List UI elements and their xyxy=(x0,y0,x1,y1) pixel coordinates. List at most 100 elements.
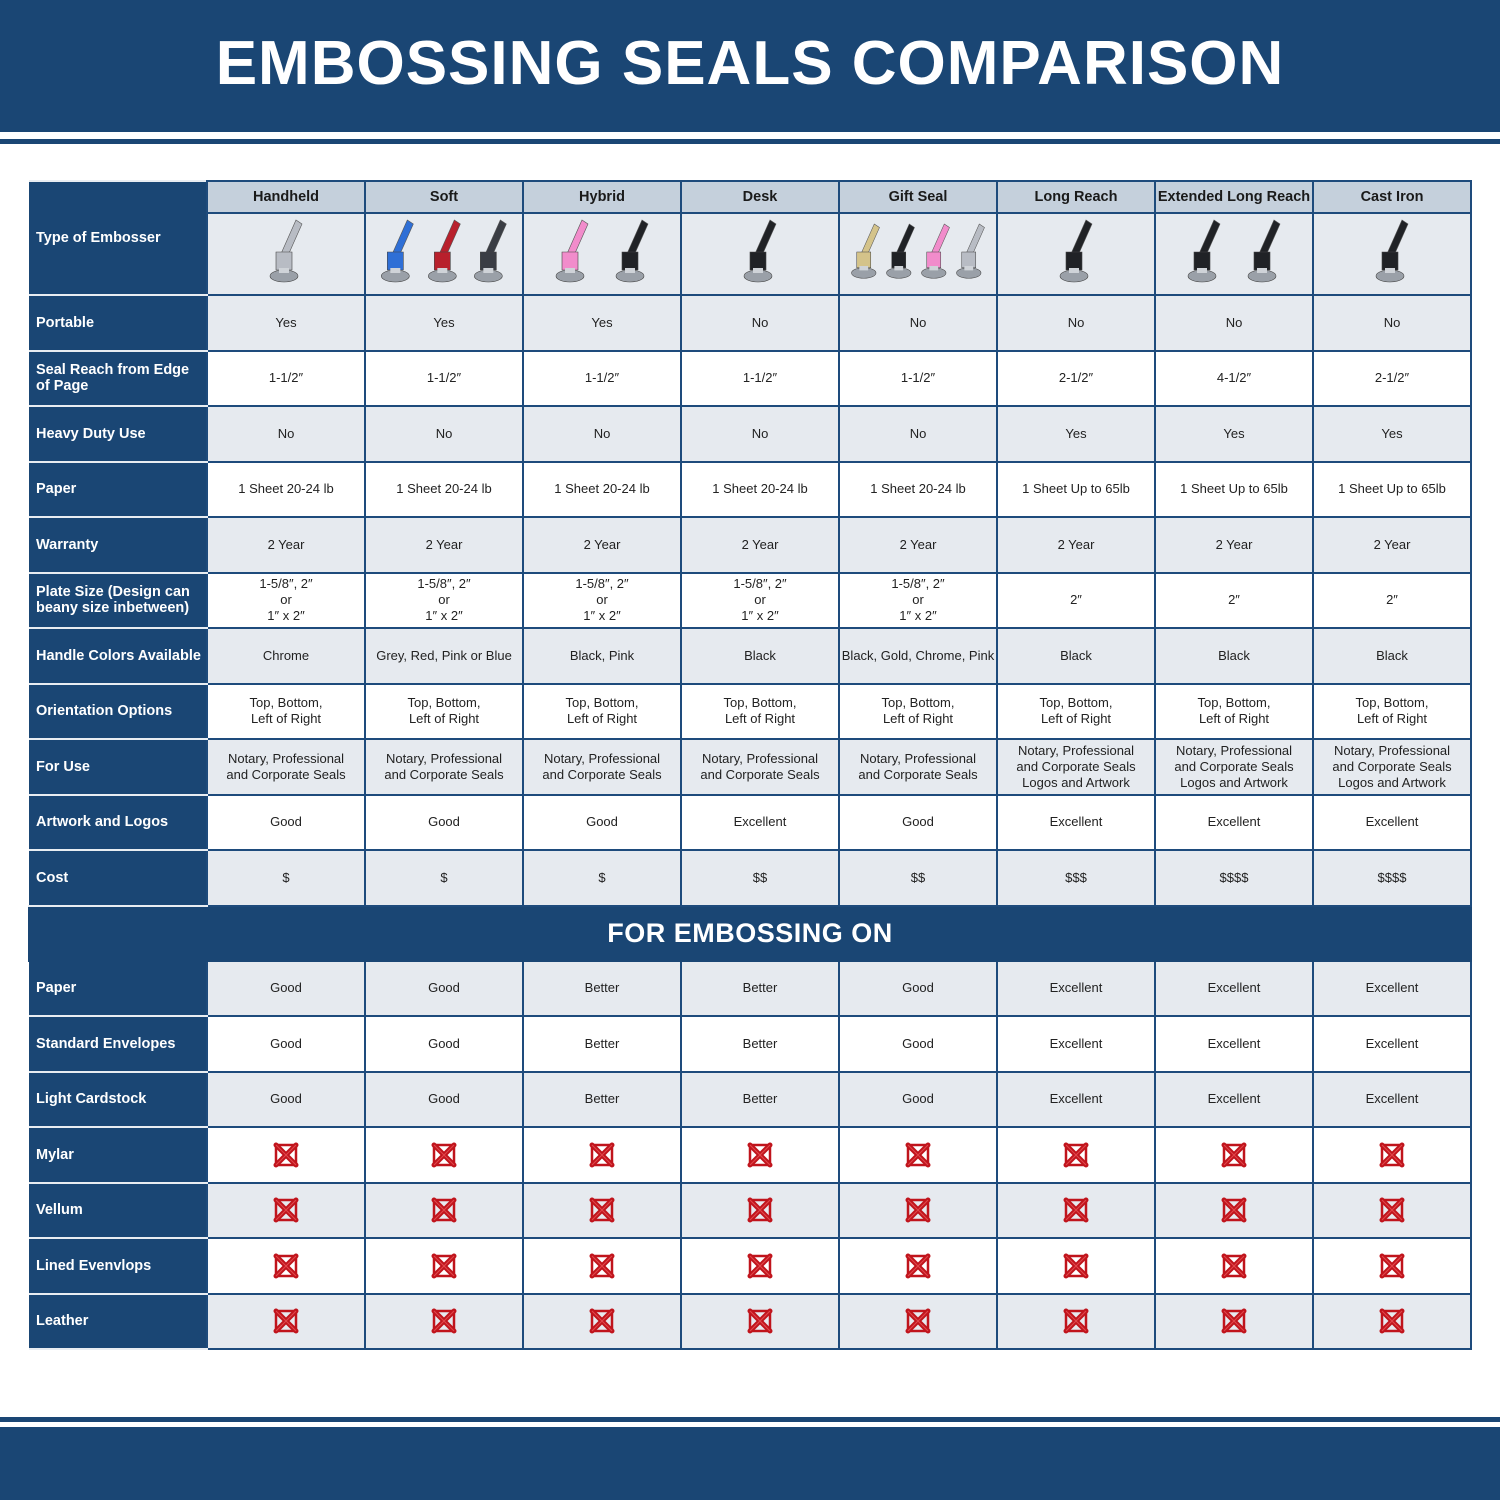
table-cell: Notary, Professional and Corporate Seals xyxy=(206,738,366,796)
table-cell: Excellent xyxy=(1154,1070,1314,1128)
table-cell: Good xyxy=(838,793,998,851)
table-row: Light Cardstock Good Good Better Better Good E… xyxy=(29,1070,1472,1128)
table-row: Orientation Options Top, Bottom, Left of R… xyxy=(29,682,1472,740)
table-cell: Excellent xyxy=(680,793,840,851)
table-cell: Yes xyxy=(522,294,682,352)
table-cell: No xyxy=(838,294,998,352)
row-label: Warranty xyxy=(29,516,208,574)
table-cell: Notary, Professional and Corporate Seals L… xyxy=(996,738,1156,796)
row-label: Light Cardstock xyxy=(29,1070,208,1128)
table-cell: 2 Year xyxy=(838,516,998,574)
table-cell: No xyxy=(1312,294,1472,352)
table-cell: $$$ xyxy=(996,849,1156,907)
product-image xyxy=(522,212,682,296)
table-cell xyxy=(996,1126,1156,1184)
table-row: Artwork and Logos Good Good Good Excellent Go… xyxy=(29,793,1472,851)
table-cell: Notary, Professional and Corporate Seals L… xyxy=(1154,738,1314,796)
table-cell: Notary, Professional and Corporate Seals xyxy=(838,738,998,796)
x-mark-icon xyxy=(1379,1308,1405,1334)
x-mark-icon xyxy=(905,1197,931,1223)
embosser-icon xyxy=(381,219,414,283)
table-cell: Grey, Red, Pink or Blue xyxy=(364,627,524,685)
table-cell xyxy=(1312,1181,1472,1239)
row-label: Plate Size (Design can beany size inbetw… xyxy=(29,571,208,629)
row-label: Mylar xyxy=(29,1126,208,1184)
table-cell: Top, Bottom, Left of Right xyxy=(680,682,840,740)
table-cell: $$ xyxy=(680,849,840,907)
x-mark-icon xyxy=(1221,1253,1247,1279)
table-cell: Excellent xyxy=(1312,1070,1472,1128)
table-cell: Yes xyxy=(996,405,1156,463)
x-mark-icon xyxy=(1063,1142,1089,1168)
x-mark-icon xyxy=(273,1308,299,1334)
table-cell: Yes xyxy=(206,294,366,352)
x-mark-icon xyxy=(431,1197,457,1223)
x-mark-icon xyxy=(747,1142,773,1168)
table-cell: 2-1/2″ xyxy=(996,349,1156,407)
x-mark-icon xyxy=(1063,1308,1089,1334)
column-header: Gift Seal xyxy=(838,180,998,214)
table-cell: Better xyxy=(522,1070,682,1128)
table-cell xyxy=(680,1237,840,1295)
table-cell: No xyxy=(364,405,524,463)
table-cell: Good xyxy=(206,959,366,1017)
x-mark-icon xyxy=(905,1308,931,1334)
table-cell: Chrome xyxy=(206,627,366,685)
table-cell: No xyxy=(996,294,1156,352)
table-cell xyxy=(364,1126,524,1184)
row-label: Seal Reach from Edge of Page xyxy=(29,349,208,407)
table-cell xyxy=(996,1292,1156,1350)
table-cell: 2″ xyxy=(1312,571,1472,629)
table-cell: Better xyxy=(680,1015,840,1073)
x-mark-icon xyxy=(1221,1308,1247,1334)
table-cell xyxy=(522,1126,682,1184)
embosser-icon xyxy=(743,219,777,283)
row-label: Vellum xyxy=(29,1181,208,1239)
table-row: Leather xyxy=(29,1292,1472,1350)
table-row: Portable Yes Yes Yes No No No No No xyxy=(29,294,1472,352)
x-mark-icon xyxy=(1379,1142,1405,1168)
product-image xyxy=(364,212,524,296)
table-row: Mylar xyxy=(29,1126,1472,1184)
table-cell: Black xyxy=(680,627,840,685)
table-cell: 1-1/2″ xyxy=(364,349,524,407)
table-row: Heavy Duty Use No No No No No Yes Yes Yes xyxy=(29,405,1472,463)
table-cell: Good xyxy=(838,1015,998,1073)
embosser-icon xyxy=(886,223,915,279)
x-mark-icon xyxy=(431,1142,457,1168)
table-cell: 1 Sheet 20-24 lb xyxy=(522,460,682,518)
x-mark-icon xyxy=(273,1142,299,1168)
table-cell xyxy=(996,1237,1156,1295)
table-row: Lined Evenvlops xyxy=(29,1237,1472,1295)
table-row: Plate Size (Design can beany size inbetw… xyxy=(29,571,1472,629)
table-cell: Yes xyxy=(364,294,524,352)
table-row: Cost $ $ $ $$ $$ $$$ $$$$ $$$$ xyxy=(29,849,1472,907)
table-cell: No xyxy=(206,405,366,463)
table-cell: 1 Sheet Up to 65lb xyxy=(996,460,1156,518)
x-mark-icon xyxy=(589,1142,615,1168)
table-cell: Top, Bottom, Left of Right xyxy=(206,682,366,740)
row-label: Paper xyxy=(29,959,208,1017)
table-cell: $$$$ xyxy=(1154,849,1314,907)
table-cell: No xyxy=(838,405,998,463)
table-cell: Yes xyxy=(1312,405,1472,463)
table-cell: Good xyxy=(364,1070,524,1128)
table-row: Paper Good Good Better Better Good Excellent Ex… xyxy=(29,959,1472,1017)
table-cell xyxy=(206,1181,366,1239)
table-cell: 1-5/8″, 2″ or 1″ x 2″ xyxy=(680,571,840,629)
x-mark-icon xyxy=(747,1308,773,1334)
table-cell: Excellent xyxy=(1154,1015,1314,1073)
x-mark-icon xyxy=(273,1197,299,1223)
table-cell xyxy=(1154,1181,1314,1239)
product-image xyxy=(680,212,840,296)
table-cell xyxy=(996,1181,1156,1239)
product-image xyxy=(996,212,1156,296)
x-mark-icon xyxy=(1063,1253,1089,1279)
product-image xyxy=(1154,212,1314,296)
table-cell: 2-1/2″ xyxy=(1312,349,1472,407)
table-cell: 2 Year xyxy=(996,516,1156,574)
table-cell: 2″ xyxy=(996,571,1156,629)
table-cell: Good xyxy=(838,959,998,1017)
table-cell: Good xyxy=(838,1070,998,1128)
embosser-icon xyxy=(851,223,880,279)
